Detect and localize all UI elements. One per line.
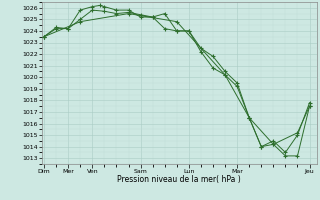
X-axis label: Pression niveau de la mer( hPa ): Pression niveau de la mer( hPa ) bbox=[117, 175, 241, 184]
